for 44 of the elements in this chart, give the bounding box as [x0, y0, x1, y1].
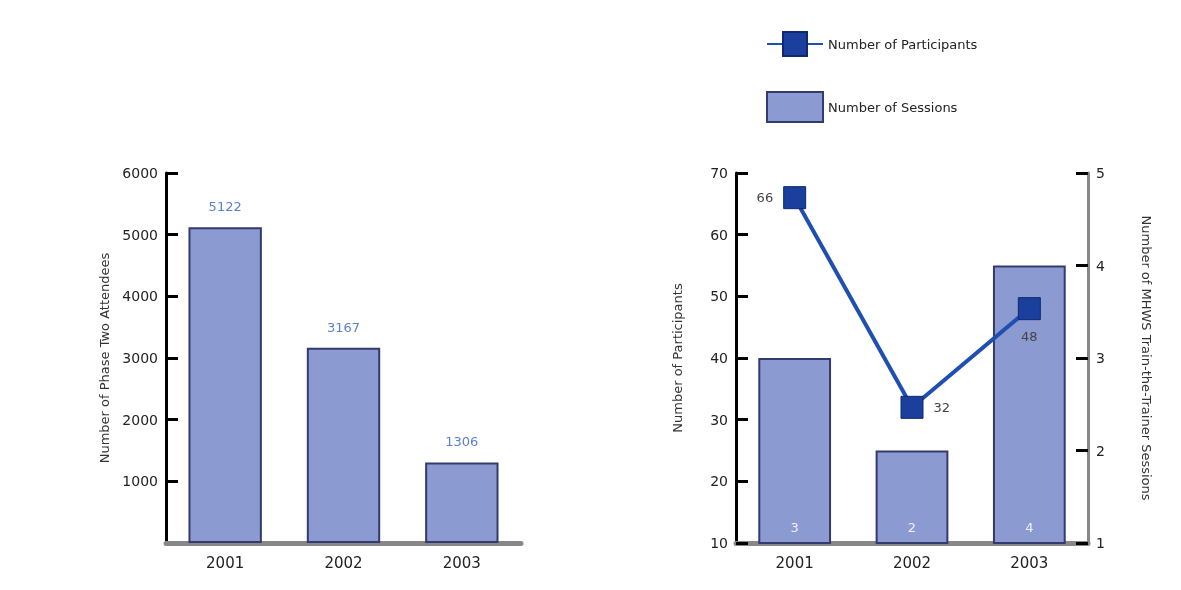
y-axis-title: Number of Participants	[670, 283, 685, 433]
y-tick-label: 3000	[122, 350, 158, 366]
y2-tick-label: 4	[1096, 257, 1105, 274]
y-tick-label: 2000	[122, 411, 158, 428]
y-tick-label: 70	[710, 165, 728, 181]
data-label: 66	[756, 190, 774, 206]
x-tick-label: 2001	[206, 553, 245, 572]
y2-tick-label: 5	[1096, 165, 1105, 181]
x-tick-label: 2003	[1010, 553, 1049, 572]
data-label: 3167	[326, 319, 361, 335]
bar	[306, 347, 381, 543]
data-label: 1306	[445, 434, 479, 450]
point	[783, 186, 807, 210]
legend-label: Number of Sessions	[828, 99, 958, 115]
point	[1017, 297, 1041, 321]
y-tick-label: 4000	[122, 288, 158, 305]
y-tick-label: 1000	[122, 473, 158, 490]
data-label: 32	[933, 399, 951, 415]
bar	[425, 462, 499, 543]
y2-tick-label: 1	[1096, 535, 1105, 551]
y-tick-label: 10	[710, 535, 728, 551]
y-tick-label: 40	[710, 350, 728, 366]
x-tick-label: 2002	[324, 553, 363, 572]
y-tick-label: 5000	[122, 226, 158, 243]
y2-tick-label: 3	[1096, 350, 1105, 366]
data-label: 48	[1021, 329, 1038, 345]
y2-axis-title: Number of MHWS Train-the-Trainer Sessions	[1139, 215, 1154, 501]
bar	[188, 227, 262, 543]
x-tick-label: 2001	[775, 553, 814, 572]
data-label: 3	[790, 520, 799, 535]
data-label: 2	[907, 520, 917, 535]
y2-tick-label: 2	[1096, 442, 1105, 459]
x-tick-label: 2002	[892, 553, 932, 572]
y-tick-label: 20	[710, 473, 728, 490]
y-tick-label: 30	[710, 411, 728, 428]
y-tick-label: 50	[710, 288, 728, 305]
data-label: 5122	[208, 199, 242, 215]
y-tick-label: 60	[710, 226, 728, 243]
x-tick-label: 2003	[442, 553, 481, 572]
legend-label: Number of Participants	[828, 36, 978, 52]
data-label: 4	[1025, 520, 1034, 535]
point	[900, 395, 924, 419]
y-axis-title: Number of Phase Two Attendees	[97, 252, 113, 464]
y-tick-label: 6000	[122, 165, 158, 181]
